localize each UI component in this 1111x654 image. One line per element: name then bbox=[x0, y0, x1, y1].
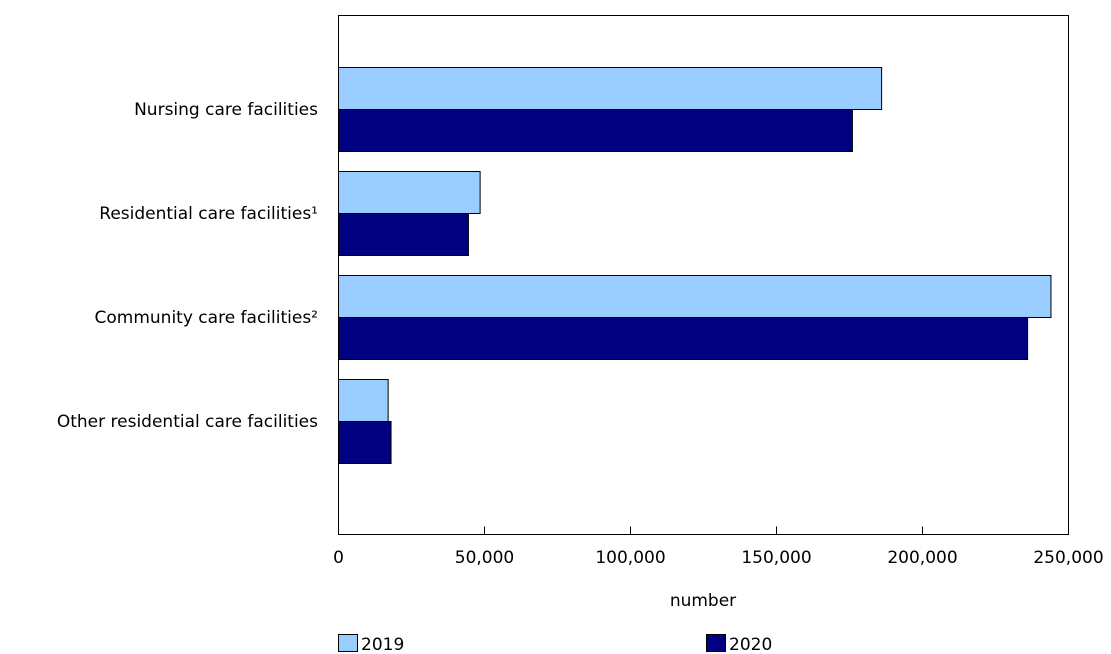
legend-label-2019: 2019 bbox=[361, 635, 404, 654]
category-label: Residential care facilities¹ bbox=[99, 204, 318, 224]
bar-2020-4 bbox=[338, 421, 392, 464]
bar-2019-2 bbox=[338, 171, 481, 214]
legend-swatch-2020 bbox=[706, 634, 726, 652]
category-label: Community care facilities² bbox=[95, 308, 318, 328]
legend: 2019 2020 bbox=[338, 634, 772, 654]
category-label: Nursing care facilities bbox=[134, 100, 318, 120]
bar-2019-1 bbox=[338, 67, 883, 110]
bar-2020-1 bbox=[338, 109, 853, 152]
x-tick-label: 250,000 bbox=[1033, 548, 1103, 568]
x-tick-label: 150,000 bbox=[741, 548, 811, 568]
x-tick-label: 100,000 bbox=[595, 548, 665, 568]
bar-2020-3 bbox=[338, 317, 1029, 360]
x-tick-label: 200,000 bbox=[887, 548, 957, 568]
legend-label-2020: 2020 bbox=[729, 635, 772, 654]
category-labels: Nursing care facilities Residential care … bbox=[57, 100, 318, 432]
bar-2019-3 bbox=[338, 275, 1052, 318]
x-tick-label: 50,000 bbox=[455, 548, 514, 568]
plot-frame bbox=[338, 15, 1069, 535]
bar-2019-4 bbox=[338, 379, 389, 422]
x-tick-label: 0 bbox=[333, 548, 344, 568]
x-axis-title: number bbox=[670, 591, 736, 611]
x-axis-ticks: 0 50,000 100,000 150,000 200,000 250,000 bbox=[333, 526, 1104, 568]
legend-swatch-2019 bbox=[338, 634, 358, 652]
bar-2020-2 bbox=[338, 213, 469, 256]
category-label: Other residential care facilities bbox=[57, 412, 318, 432]
bars-layer bbox=[338, 67, 1052, 464]
